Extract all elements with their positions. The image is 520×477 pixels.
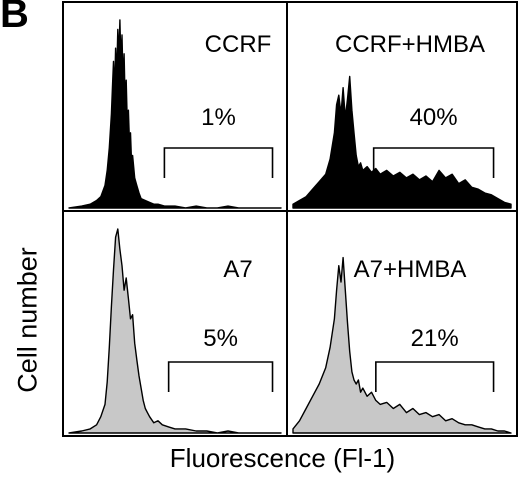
gate-bracket (375, 361, 495, 392)
histogram-panel-bottom-right: A7+HMBA 21% (292, 256, 512, 434)
gate-bracket (167, 361, 274, 392)
x-axis-label: Fluorescence (Fl-1) (169, 443, 396, 473)
gate-bracket (163, 147, 274, 178)
histogram-panel-top-left: CCRF 1% (68, 19, 282, 209)
panel-title: CCRF (205, 31, 272, 58)
grid-frame (62, 1, 518, 437)
gate-percentage: 1% (201, 104, 236, 131)
gate-percentage: 21% (411, 325, 459, 352)
histogram-area (68, 19, 282, 209)
panel-title: A7 (223, 256, 252, 283)
gate-bracket (372, 147, 495, 178)
histogram-area (68, 228, 282, 434)
histogram-area (292, 75, 512, 209)
histogram-panel-bottom-left: A7 5% (68, 228, 282, 434)
gate-percentage: 40% (410, 104, 458, 131)
histogram-panel-top-right: CCRF+HMBA 40% (292, 31, 512, 209)
panel-title: A7+HMBA (354, 256, 467, 283)
panel-title: CCRF+HMBA (335, 31, 485, 58)
gate-percentage: 5% (203, 325, 238, 352)
panel-letter: B (0, 0, 29, 36)
histogram-area (292, 256, 512, 434)
